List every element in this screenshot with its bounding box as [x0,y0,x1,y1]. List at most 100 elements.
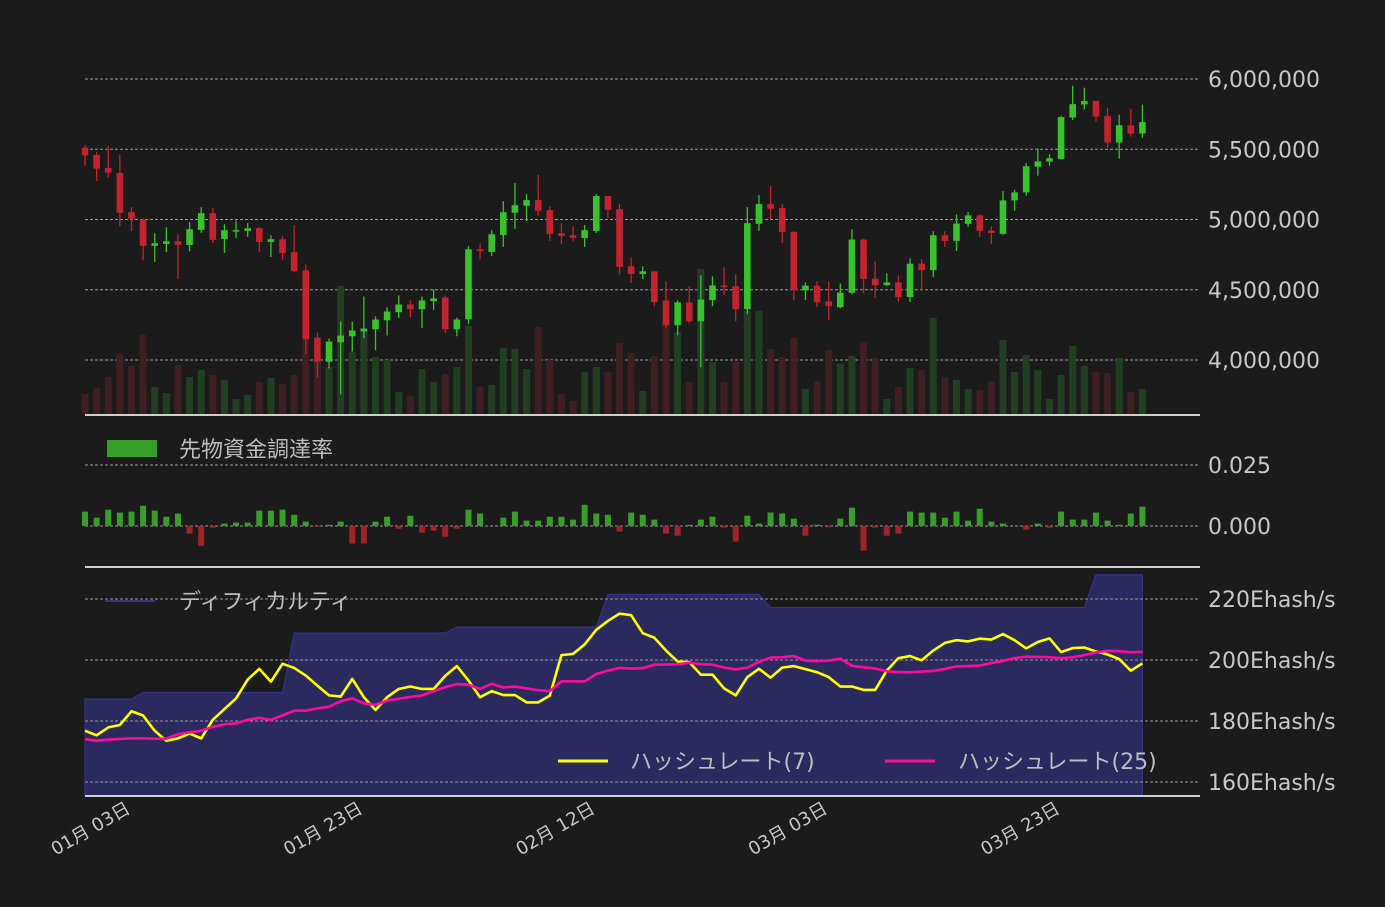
candle-body [1022,166,1030,193]
volume-bar [476,387,484,414]
funding-bar [767,512,774,526]
funding-bar [732,526,739,542]
volume-bar [604,372,612,414]
volume-bar [755,311,763,414]
price-tick-label: 4,000,000 [1208,349,1320,374]
candle-body [999,200,1007,234]
funding-bar [709,516,716,526]
candle-body [592,196,600,231]
candle-body [1081,101,1088,105]
funding-bar [1023,526,1030,530]
candle-body [500,212,507,235]
funding-bar [593,513,600,526]
candle-body [116,172,124,213]
funding-bar [976,508,983,526]
funding-bar [1104,520,1111,526]
funding-bar [965,520,972,526]
funding-bar [999,523,1006,526]
funding-bar [663,526,669,534]
funding-bar [988,521,995,526]
funding-bar [372,521,379,526]
candle-body [244,228,251,231]
candle-body [744,223,751,310]
volume-bar [953,380,960,414]
candle-body [709,285,716,301]
funding-bar [174,513,181,526]
candle-body [81,147,89,156]
funding-bar [907,511,914,526]
volume-bar [488,385,496,414]
candle-body [720,285,728,288]
candle-body [209,213,217,240]
funding-bar [256,510,263,526]
price-tick-label: 5,500,000 [1208,138,1320,163]
candle-body [1115,125,1123,143]
funding-bar [628,512,635,526]
candle-body [314,337,321,362]
funding-bar [1034,523,1041,526]
funding-bar [953,511,960,526]
candle-body [813,285,821,303]
volume-bar [929,318,937,414]
volume-bar [1115,358,1123,414]
x-tick-label: 01月 03日 [48,798,134,860]
volume-bar [1127,392,1135,414]
candle-body [837,292,844,308]
volume-bar [1092,372,1100,414]
volume-bar [290,375,298,414]
funding-bar [674,526,681,536]
candle-body [802,285,809,291]
candle-body [790,232,798,291]
difficulty-legend-label: ディフィカルティ [179,590,352,615]
funding-bar [198,526,205,546]
hashrate-tick-label: 220Ehash/s [1208,588,1336,613]
candle-body [476,249,484,251]
funding-bar [1069,519,1076,526]
volume-bar [581,372,589,414]
volume-bar [592,367,600,414]
volume-bar [81,394,89,414]
volume-bar [406,396,414,414]
funding-bar [570,519,577,526]
candle-body [871,278,879,286]
funding-bar [511,511,518,526]
volume-bar [1080,366,1088,414]
candle-body [941,235,949,241]
candle-body [616,209,623,267]
funding-bar [1046,526,1053,528]
candle-body [976,215,984,231]
volume-bar [708,362,716,414]
candle-body [453,319,461,330]
difficulty-area [84,574,1144,797]
candle-body [1104,116,1111,143]
candle-body [302,270,310,340]
candle-body [197,213,205,230]
volume-bar [186,377,194,414]
candle-body [627,266,635,275]
volume-bar [1069,346,1077,414]
volume-bar [732,362,740,414]
volume-bar [616,343,624,414]
candle-body [372,319,379,330]
candle-body [639,271,647,275]
hashrate-tick-label: 200Ehash/s [1208,649,1336,674]
volume-bar [453,367,461,414]
hashrate-tick-label: 180Ehash/s [1208,710,1336,735]
candle-body [93,154,100,169]
volume-bar [127,366,135,414]
funding-bar [82,511,88,526]
funding-bar [941,517,948,526]
candle-body [685,302,693,322]
volume-bar [395,392,403,414]
funding-bar [267,510,274,526]
volume-bar [976,390,984,414]
volume-bar [360,329,368,414]
volume-bar [894,387,902,414]
volume-bar [1022,355,1030,414]
funding-bar [465,509,472,526]
funding-bar [291,514,298,526]
volume-bar [1057,375,1065,414]
funding-bar [221,523,228,526]
funding-bar [128,511,135,526]
volume-bar [1034,370,1042,414]
